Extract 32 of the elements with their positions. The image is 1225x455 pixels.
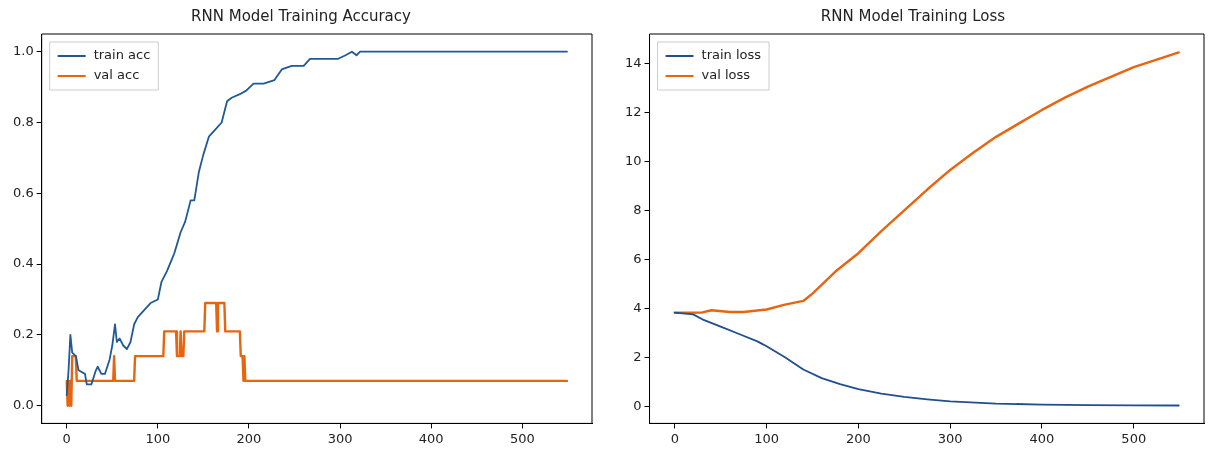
legend-label: val acc [93,67,140,83]
y-tick-label: 14 [625,54,642,70]
x-tick-label: 200 [845,430,871,446]
y-tick-label: 1.0 [12,43,34,59]
x-tick-label: 500 [509,430,535,446]
legend-label: train acc [93,47,151,63]
chart-title: RNN Model Training Accuracy [191,6,412,25]
y-tick-label: 2 [633,348,642,364]
x-tick-label: 400 [418,430,444,446]
y-tick-label: 0 [633,397,642,413]
x-tick-label: 0 [62,430,71,446]
x-tick-label: 100 [754,430,779,446]
x-tick-label: 300 [327,430,353,446]
y-tick-label: 0.8 [12,113,34,129]
legend-label: train loss [701,47,762,63]
y-tick-label: 10 [625,152,642,168]
y-tick-label: 4 [633,299,642,315]
y-tick-label: 8 [633,201,642,217]
y-tick-label: 6 [633,250,642,266]
y-tick-label: 12 [625,103,642,119]
x-tick-label: 100 [145,430,171,446]
chart-title: RNN Model Training Loss [820,6,1006,25]
x-tick-label: 500 [1121,430,1147,446]
y-tick-label: 0.6 [12,184,34,200]
x-tick-label: 0 [670,430,679,446]
y-tick-label: 0.0 [12,397,34,413]
x-tick-label: 200 [236,430,262,446]
y-tick-label: 0.2 [12,326,34,342]
x-tick-label: 400 [1029,430,1055,446]
legend-label: val loss [701,67,751,83]
y-tick-label: 0.4 [12,255,34,271]
x-tick-label: 300 [937,430,963,446]
